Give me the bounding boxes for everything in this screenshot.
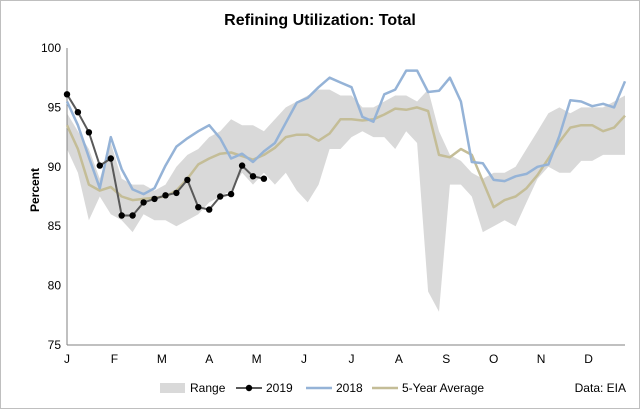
series-2019-point — [151, 195, 158, 203]
legend-2019-label: 2019 — [266, 381, 293, 395]
y-tick-label: 100 — [41, 41, 61, 55]
x-tick-label: J — [348, 352, 354, 366]
series-2019-point — [140, 199, 147, 206]
x-tick-label: S — [442, 352, 450, 366]
series-2019-point — [249, 173, 257, 180]
legend-2019-marker — [245, 384, 253, 392]
source-note: Data: EIA — [574, 381, 626, 395]
x-tick-label: F — [111, 352, 118, 366]
series-2019-point — [74, 109, 82, 116]
x-tick-label: N — [537, 352, 546, 366]
series-2019-point — [96, 162, 104, 169]
x-tick-label: A — [205, 352, 213, 366]
series-2018-line — [65, 69, 627, 196]
range-band — [67, 89, 625, 312]
series-2019-point — [184, 176, 191, 184]
chart-title: Refining Utilization: Total — [224, 12, 416, 29]
y-tick-label: 95 — [48, 100, 62, 114]
series-2019-point — [195, 204, 202, 211]
x-tick-label: A — [395, 352, 403, 366]
series-2019-point — [107, 155, 115, 162]
series-2019-point — [85, 129, 93, 136]
y-tick-label: 85 — [48, 219, 62, 233]
x-tick-label: M — [157, 352, 167, 366]
x-tick-label: J — [301, 352, 307, 366]
legend-2018-label: 2018 — [336, 381, 363, 395]
series-2019-point — [162, 192, 169, 199]
series-2019-point — [206, 206, 213, 213]
series-2019-point — [260, 175, 268, 182]
legend-range-swatch — [160, 383, 185, 393]
series-2019-point — [63, 91, 71, 98]
x-tick-label: J — [64, 352, 70, 366]
series-2019-point — [173, 189, 180, 197]
series-2019-point — [217, 193, 224, 200]
legend-avg-label: 5-Year Average — [402, 381, 484, 395]
series-2019-point — [118, 212, 125, 219]
series-2019-point — [238, 162, 246, 169]
y-tick-label: 75 — [48, 338, 62, 352]
series-2019-point — [227, 190, 235, 198]
x-tick-label: O — [489, 352, 498, 366]
y-tick-label: 80 — [48, 279, 62, 293]
legend-range-label: Range — [190, 381, 226, 395]
y-tick-label: 90 — [48, 160, 62, 174]
x-tick-label: M — [252, 352, 262, 366]
series-2019-point — [129, 212, 136, 219]
x-tick-label: D — [584, 352, 593, 366]
